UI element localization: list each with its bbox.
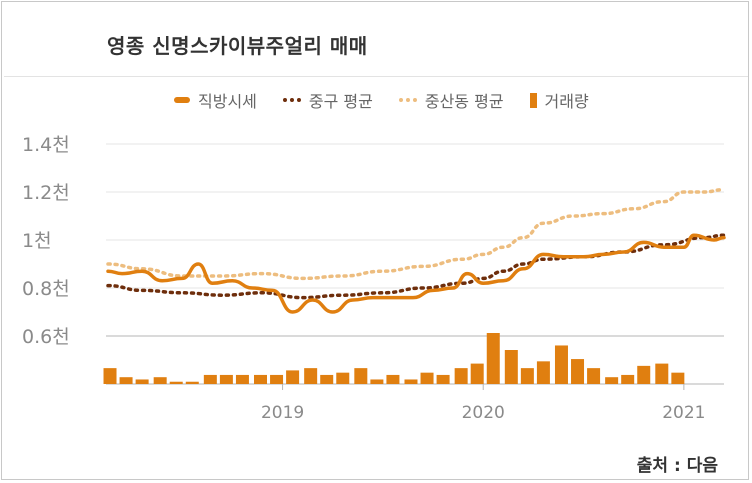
volume-bar[interactable] (354, 368, 368, 384)
chart-legend: 직방시세 중구 평균 중산동 평균 거래량 (174, 88, 589, 112)
x-tick-label: 2020 (462, 403, 505, 423)
x-tick-label: 2021 (662, 403, 705, 423)
volume-bar[interactable] (554, 345, 568, 384)
x-tick-label: 2019 (261, 403, 304, 423)
series-lines (106, 187, 726, 314)
series-line-solid[interactable] (106, 233, 726, 314)
legend-item-dong-average[interactable]: 중산동 평균 (398, 88, 504, 112)
legend-item-district-average[interactable]: 중구 평균 (282, 88, 373, 112)
y-tick-label: 0.6천 (22, 326, 70, 348)
volume-bar[interactable] (571, 359, 585, 384)
volume-bar[interactable] (185, 381, 199, 384)
volume-bar[interactable] (386, 374, 400, 384)
volume-bar[interactable] (486, 333, 500, 384)
volume-bar[interactable] (336, 372, 350, 384)
volume-bar[interactable] (655, 363, 669, 384)
title-divider (4, 76, 748, 77)
y-tick-label: 0.8천 (22, 278, 70, 300)
legend-item-price[interactable]: 직방시세 (174, 88, 257, 112)
volume-bar[interactable] (153, 377, 167, 384)
legend-item-volume[interactable]: 거래량 (529, 88, 589, 112)
volume-bar[interactable] (254, 374, 267, 384)
volume-bar[interactable] (270, 374, 284, 384)
volume-bar[interactable] (119, 377, 133, 384)
volume-bar[interactable] (235, 374, 249, 384)
x-axis-ticks: 2019 2020 2021 (261, 384, 706, 423)
volume-bar[interactable] (436, 374, 450, 384)
y-tick-label: 1.2천 (22, 182, 70, 204)
volume-bar[interactable] (304, 368, 318, 384)
legend-swatch-bar (529, 92, 537, 108)
volume-bar[interactable] (637, 365, 651, 384)
volume-bar[interactable] (621, 374, 635, 384)
volume-bar[interactable] (169, 381, 183, 384)
legend-label-volume: 거래량 (544, 92, 589, 111)
legend-label-district-average: 중구 평균 (308, 92, 373, 111)
volume-bar[interactable] (671, 372, 685, 384)
volume-bar[interactable] (370, 379, 384, 384)
y-tick-label: 1.4천 (22, 134, 70, 156)
volume-bar[interactable] (470, 363, 484, 384)
volume-bar[interactable] (404, 379, 418, 384)
legend-label-dong-average: 중산동 평균 (424, 92, 504, 111)
legend-label-price: 직방시세 (198, 92, 257, 111)
volume-bar[interactable] (454, 368, 468, 384)
volume-bar[interactable] (286, 370, 300, 384)
volume-bar[interactable] (504, 350, 518, 384)
chart-title: 영종 신명스카이뷰주얼리 매매 (107, 34, 368, 58)
volume-bar[interactable] (135, 379, 149, 384)
volume-bar[interactable] (219, 374, 233, 384)
volume-bar[interactable] (320, 374, 334, 384)
volume-bar[interactable] (420, 372, 434, 384)
y-tick-label: 1천 (22, 230, 52, 252)
series-line-dotted-light[interactable] (106, 187, 726, 281)
legend-swatch-dark-dotted-line (282, 98, 301, 102)
series-line-dotted-dark[interactable] (106, 233, 726, 300)
volume-bar[interactable] (203, 374, 217, 384)
volume-bar[interactable] (520, 368, 534, 384)
volume-bars (103, 333, 685, 384)
legend-swatch-solid-line (174, 97, 190, 103)
legend-swatch-light-dotted-line (398, 98, 417, 102)
y-axis-ticks: 1.4천 1.2천 1천 0.8천 0.6천 (22, 134, 70, 348)
volume-bar[interactable] (605, 377, 619, 384)
source-credit: 출처 : 다음 (636, 456, 718, 476)
volume-bar[interactable] (536, 361, 550, 384)
volume-bar[interactable] (587, 368, 601, 384)
volume-bar[interactable] (103, 368, 117, 384)
